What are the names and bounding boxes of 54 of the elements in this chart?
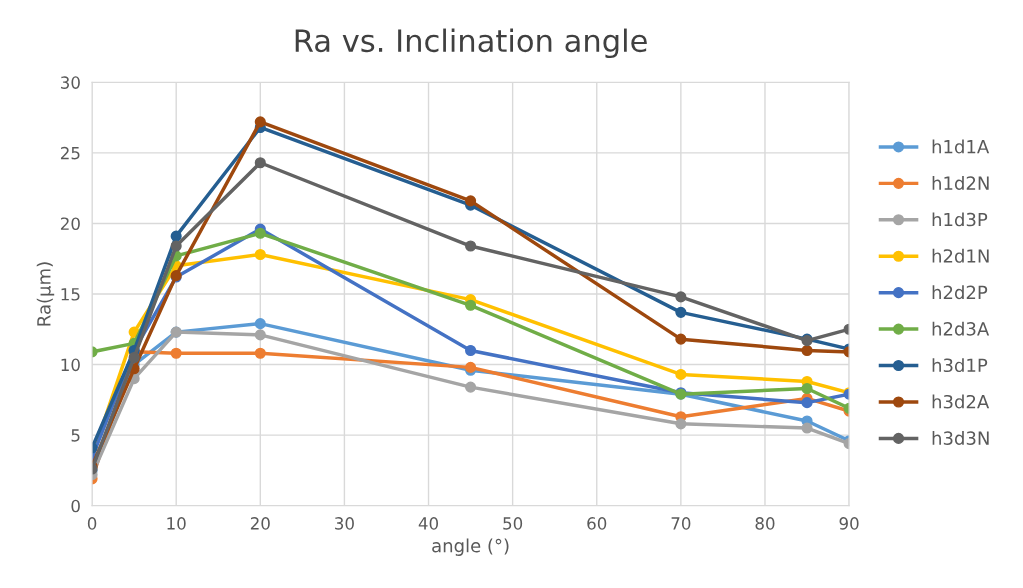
point	[128, 351, 140, 364]
y-tick-label: 25	[60, 146, 80, 160]
y-tick-label: 30	[61, 76, 80, 89]
x-tick-label: 70	[671, 517, 691, 530]
point	[465, 381, 477, 393]
x-tick-label: 60	[587, 517, 607, 530]
chart-title: Ra vs. Inclination angle	[295, 28, 647, 59]
legend-label: h3d3N	[932, 430, 989, 445]
x-tick-label: 20	[250, 517, 270, 530]
point	[801, 344, 813, 357]
legend-label: h3d2A	[932, 394, 990, 409]
point	[801, 422, 813, 434]
point	[254, 347, 266, 359]
legend-label: h1d1A	[932, 139, 990, 154]
legend-label: h1d3P	[932, 212, 988, 227]
x-tick-label: 0	[87, 517, 97, 530]
legend-label: h1d2N	[932, 175, 989, 190]
y-tick-label: 20	[60, 217, 80, 231]
point	[801, 382, 813, 395]
legend-label: h2d1N	[932, 248, 989, 263]
point	[675, 291, 687, 303]
x-tick-label: 10	[167, 517, 186, 530]
point	[465, 344, 477, 357]
y-tick-label: 0	[71, 499, 80, 513]
x-tick-label: 80	[755, 517, 775, 530]
x-tick-label: 40	[418, 517, 439, 530]
point	[675, 368, 687, 380]
point	[254, 157, 266, 169]
x-tick-label: 30	[335, 517, 354, 530]
point	[170, 347, 182, 359]
point	[465, 195, 477, 207]
point	[675, 306, 687, 318]
point	[254, 329, 266, 341]
point	[254, 227, 266, 239]
y-axis-title: Ra(µm)	[36, 262, 55, 326]
legend-label: h2d2P	[932, 285, 988, 300]
point	[170, 240, 182, 252]
legend-label: h2d3A	[932, 321, 990, 336]
point	[801, 397, 813, 409]
point	[254, 116, 266, 128]
point	[254, 318, 266, 330]
point	[465, 240, 477, 252]
legend-label: h3d1P	[932, 358, 988, 373]
point	[675, 418, 687, 430]
y-tick-label: 15	[61, 288, 80, 301]
point	[675, 333, 687, 345]
x-tick-label: 50	[503, 517, 523, 530]
x-axis-title: angle (°)	[432, 538, 509, 556]
y-tick-label: 10	[61, 358, 80, 372]
point	[465, 299, 477, 311]
x-tick-label: 90	[839, 517, 859, 530]
y-tick-label: 5	[71, 429, 80, 442]
point	[254, 248, 266, 261]
point	[170, 230, 182, 242]
